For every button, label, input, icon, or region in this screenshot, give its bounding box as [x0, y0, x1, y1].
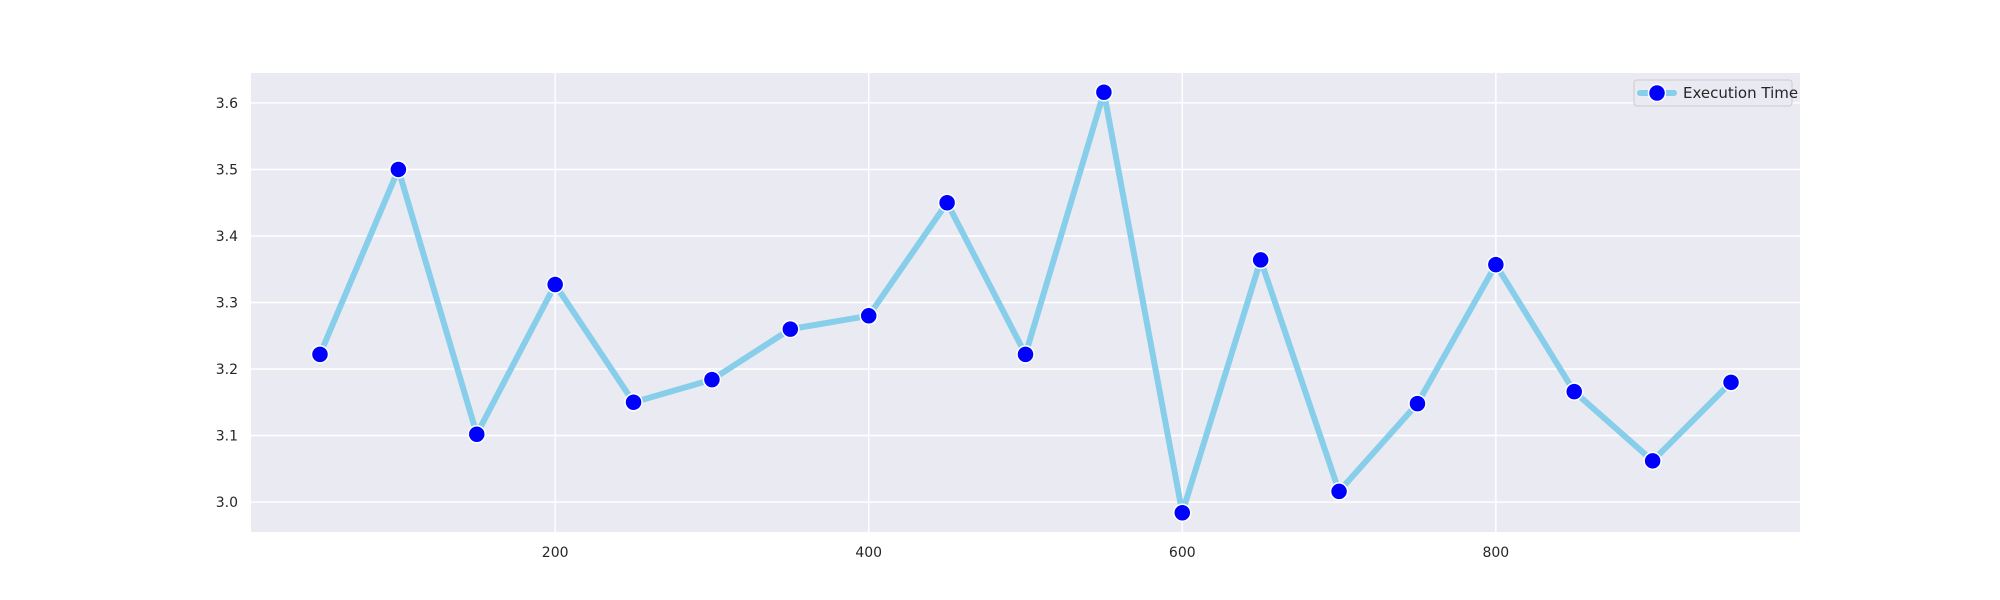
data-point: [1408, 394, 1427, 413]
legend-box: [1633, 79, 1793, 107]
data-point: [1564, 382, 1584, 401]
data-point: [1094, 83, 1114, 102]
y-gridlines: [251, 102, 1800, 503]
y-tick-label: 3.3: [216, 296, 238, 312]
y-axis-ticks: 3.0 3.1 3.2 3.3 3.4 3.5 3.6: [216, 96, 238, 511]
data-point: [467, 424, 487, 444]
data-point: [1251, 250, 1270, 270]
series-layer: [310, 83, 1741, 522]
y-tick-label: 3.2: [216, 362, 238, 378]
data-point: [1016, 345, 1035, 364]
x-tick-label: 600: [1169, 545, 1196, 561]
data-point: [1173, 503, 1192, 522]
data-point: [1329, 482, 1349, 501]
data-point: [781, 319, 800, 339]
y-tick-label: 3.4: [216, 229, 238, 245]
legend: Execution Time: [1633, 79, 1798, 107]
data-point: [1486, 255, 1506, 274]
x-tick-label: 200: [542, 545, 569, 561]
data-point: [937, 193, 957, 212]
y-tick-label: 3.6: [216, 96, 238, 112]
data-point: [702, 370, 722, 389]
x-axis-ticks: 200 400 600 800: [542, 545, 1509, 561]
legend-label: Execution Time: [1683, 84, 1798, 102]
data-point: [310, 345, 330, 364]
x-tick-label: 400: [855, 545, 882, 561]
y-tick-label: 3.5: [216, 162, 238, 178]
data-point: [624, 393, 643, 412]
data-point: [1643, 451, 1662, 471]
data-point: [1721, 373, 1741, 392]
y-tick-label: 3.0: [216, 495, 238, 511]
y-tick-label: 3.1: [216, 429, 238, 445]
legend-marker-sample: [1647, 83, 1667, 103]
x-tick-label: 800: [1482, 545, 1509, 561]
data-point: [389, 160, 408, 179]
data-point: [545, 275, 565, 294]
data-point: [859, 306, 878, 326]
